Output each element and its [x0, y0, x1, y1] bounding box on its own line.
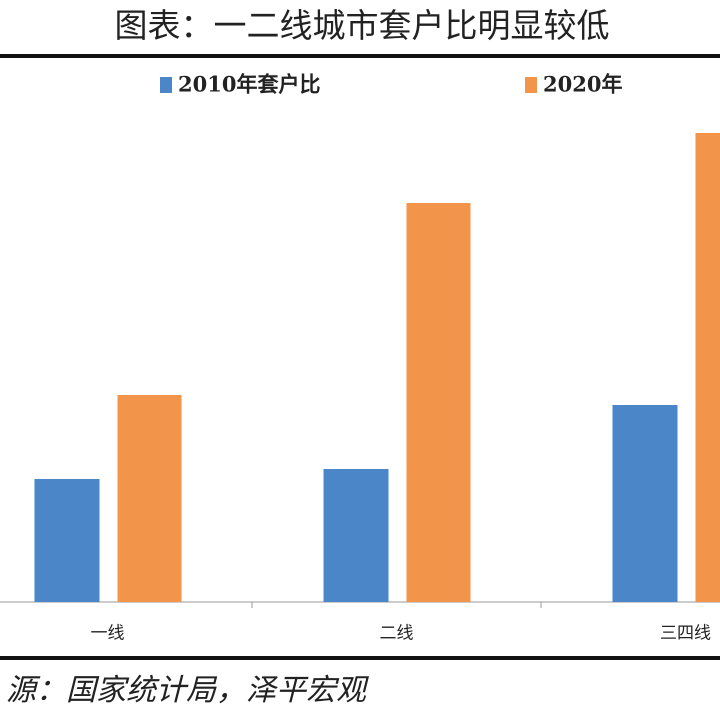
- x-tick-label: 二线: [380, 624, 414, 644]
- chart-title: 图表：一二线城市套户比明显较低: [115, 6, 610, 45]
- bar: [117, 395, 182, 602]
- legend-label: 2020年: [543, 72, 622, 97]
- bottom-rule: [0, 656, 720, 660]
- legend-swatch: [525, 77, 537, 93]
- bar: [612, 405, 678, 602]
- top-rule: [0, 54, 720, 58]
- bar: [695, 133, 720, 602]
- source: 源：国家统计局，泽平宏观: [6, 673, 369, 708]
- legend-label: 2010年套户比: [178, 72, 320, 97]
- bar: [406, 203, 471, 602]
- bar: [34, 479, 100, 602]
- x-tick-label: 三四线: [660, 624, 711, 644]
- bar: [323, 469, 389, 602]
- x-tick-label: 一线: [91, 624, 125, 644]
- legend-swatch: [160, 77, 172, 93]
